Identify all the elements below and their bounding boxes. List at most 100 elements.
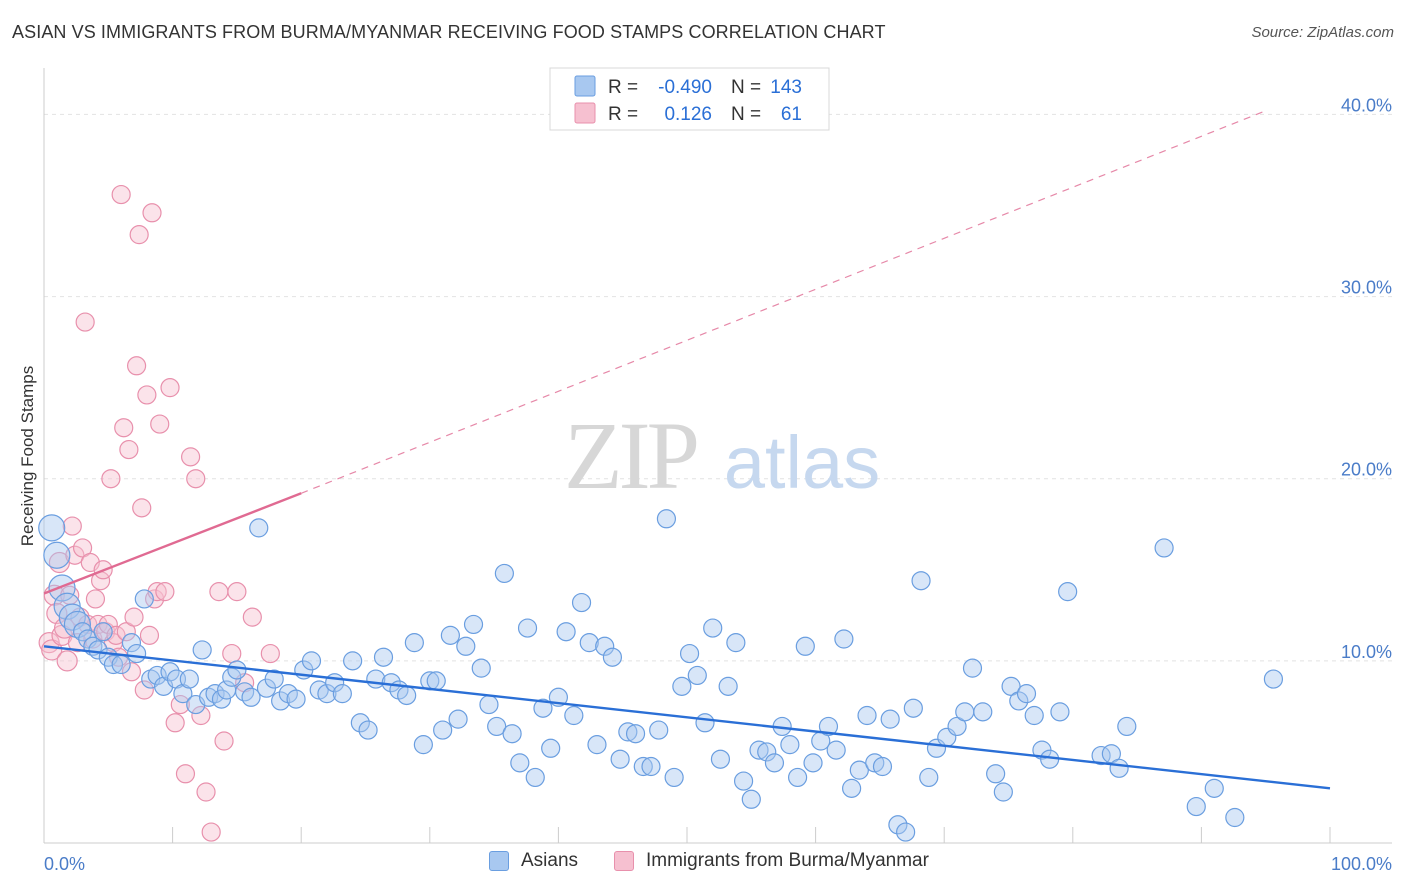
asian-point-83 xyxy=(625,724,646,744)
asian-point-55 xyxy=(413,735,433,755)
asian-point-88 xyxy=(664,767,684,788)
burma-point-29 xyxy=(114,418,134,438)
gridlines xyxy=(44,113,1392,662)
asian-point-136 xyxy=(1050,702,1070,722)
asian-point-126 xyxy=(962,658,983,678)
asian-point-25 xyxy=(192,640,212,660)
burma-point-14 xyxy=(75,312,95,332)
burma-point-11 xyxy=(67,633,88,653)
burma-point-60 xyxy=(260,643,280,664)
series-legend: Asians Immigrants from Burma/Myanmar xyxy=(0,850,1406,880)
trend-lines xyxy=(43,110,1331,790)
asian-point-98 xyxy=(741,789,761,809)
trend-line-asians xyxy=(43,645,1331,790)
asian-point-34 xyxy=(249,518,269,538)
legend-item-burma-label: Immigrants from Burma/Myanmar xyxy=(646,850,929,871)
y-axis-label: Receiving Food Stamps xyxy=(18,366,37,546)
legend-r-value-asians: -0.490 xyxy=(658,77,712,98)
asian-point-146 xyxy=(1263,669,1284,689)
asian-point-54 xyxy=(404,633,424,653)
legend-item-burma[interactable]: Immigrants from Burma/Myanmar xyxy=(614,850,929,872)
asian-point-112 xyxy=(849,760,869,780)
asian-point-106 xyxy=(803,753,823,773)
asian-point-45 xyxy=(332,684,352,704)
x-tick-label-100: 100.0% xyxy=(1331,854,1392,874)
y-tick-label-40: 40.0% xyxy=(1341,95,1392,115)
burma-point-9 xyxy=(62,516,82,536)
x-tick-labels: 0.0% 100.0% xyxy=(44,854,1392,874)
watermark: ZIP atlas xyxy=(564,402,880,509)
asian-point-131 xyxy=(1009,691,1029,711)
burma-point-18 xyxy=(85,589,106,609)
asian-point-133 xyxy=(1024,705,1044,726)
asian-point-60 xyxy=(448,709,468,729)
series-asians-points xyxy=(38,509,1284,842)
asian-point-103 xyxy=(780,735,800,755)
asian-point-137 xyxy=(1058,582,1078,602)
asian-point-76 xyxy=(571,592,592,613)
asian-point-33 xyxy=(241,687,261,707)
burma-point-24 xyxy=(101,469,121,489)
asian-point-62 xyxy=(463,614,484,635)
burma-point-34 xyxy=(126,356,147,376)
asian-point-145 xyxy=(1225,807,1245,828)
asian-point-109 xyxy=(826,740,846,760)
asian-point-14 xyxy=(121,633,142,653)
legend-frame xyxy=(549,67,830,131)
asian-point-89 xyxy=(672,676,692,696)
asian-point-9 xyxy=(88,640,108,660)
burma-point-31 xyxy=(119,439,139,460)
asian-point-95 xyxy=(718,676,738,696)
legend-item-asians-swatch xyxy=(489,851,509,871)
asian-point-74 xyxy=(556,622,576,642)
series-burma-points xyxy=(38,184,280,842)
legend-n-label-asians: N = xyxy=(731,77,761,98)
source-credit: Source: ZipAtlas.com xyxy=(1251,24,1394,41)
asian-point-71 xyxy=(533,698,553,718)
asian-point-41 xyxy=(301,651,322,671)
burma-point-38 xyxy=(137,385,157,405)
asian-point-50 xyxy=(373,647,394,667)
asian-point-115 xyxy=(872,756,893,777)
asian-point-43 xyxy=(317,684,337,704)
legend-r-value-burma: 0.126 xyxy=(664,104,712,125)
y-tick-label-30: 30.0% xyxy=(1341,278,1392,298)
asian-point-108 xyxy=(818,716,839,737)
burma-point-56 xyxy=(222,643,242,664)
asian-point-91 xyxy=(687,665,707,686)
asian-point-67 xyxy=(502,724,522,744)
asian-point-13 xyxy=(111,654,131,675)
asian-point-127 xyxy=(973,702,993,722)
burma-point-26 xyxy=(106,625,126,645)
burma-point-28 xyxy=(111,184,131,205)
legend-r-label-asians: R = xyxy=(608,77,638,98)
burma-point-46 xyxy=(165,713,185,733)
burma-point-33 xyxy=(124,607,144,627)
asian-point-16 xyxy=(134,589,154,609)
legend-n-label-burma: N = xyxy=(731,104,761,125)
asian-point-20 xyxy=(160,662,180,682)
legend-item-burma-swatch xyxy=(614,851,634,871)
asian-point-46 xyxy=(343,651,363,671)
asian-point-101 xyxy=(764,753,785,773)
asian-point-99 xyxy=(749,740,769,760)
asian-point-116 xyxy=(880,709,900,729)
asian-point-37 xyxy=(271,691,291,711)
asian-point-65 xyxy=(487,716,507,737)
asian-point-77 xyxy=(579,633,599,653)
asian-point-120 xyxy=(911,571,931,591)
asian-point-66 xyxy=(494,563,514,584)
legend-item-asians[interactable]: Asians xyxy=(489,850,578,872)
asian-point-18 xyxy=(147,665,167,686)
asian-point-119 xyxy=(903,698,923,718)
asian-point-104 xyxy=(787,767,808,788)
asian-point-1 xyxy=(43,541,71,569)
asian-point-97 xyxy=(733,771,754,791)
burma-point-1 xyxy=(41,639,63,661)
y-tick-labels: 10.0% 20.0% 30.0% 40.0% xyxy=(1341,95,1392,661)
asian-point-15 xyxy=(126,643,147,664)
axes xyxy=(43,68,1392,844)
asian-point-86 xyxy=(649,720,669,740)
watermark-zip: ZIP xyxy=(564,402,697,509)
